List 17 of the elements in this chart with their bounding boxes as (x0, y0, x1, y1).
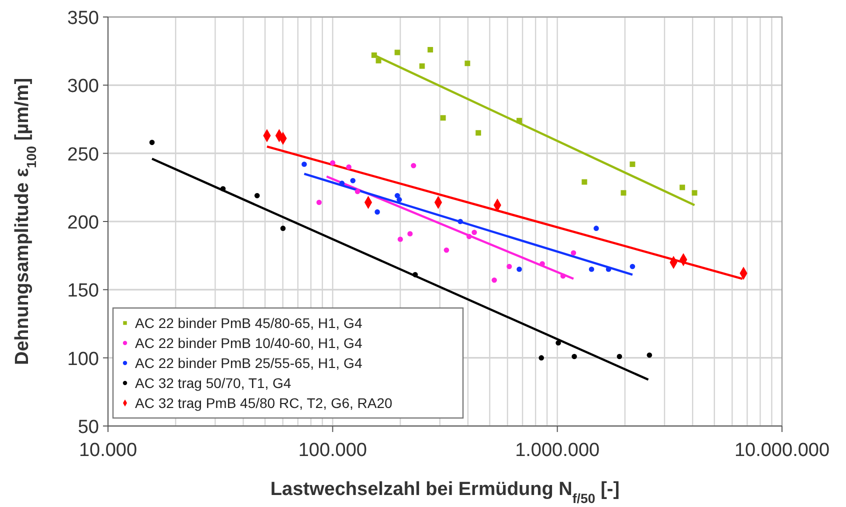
y-tick-label: 50 (78, 417, 99, 438)
x-tick-label: 100.000 (298, 440, 368, 461)
legend-label: AC 22 binder PmB 45/80-65, H1, G4 (135, 315, 362, 331)
x-axis-title: Lastwechselzahl bei Ermüdung N$_{f/50}$ [-] (270, 479, 620, 506)
y-tick-label: 150 (67, 280, 99, 302)
legend-label: AC 32 trag 50/70, T1, G4 (135, 375, 292, 391)
y-tick-label: 200 (67, 212, 99, 234)
y-tick-label: 100 (67, 348, 99, 370)
x-tick-label: 10.000 (78, 440, 138, 461)
legend-label: AC 22 binder PmB 10/40-60, H1, G4 (135, 335, 362, 351)
legend-label: AC 32 trag PmB 45/80 RC, T2, G6, RA20 (135, 395, 393, 411)
x-tick-label: 1.000.000 (515, 440, 600, 461)
x-tick-label: 10.000.000 (734, 440, 830, 461)
y-tick-label: 250 (67, 144, 99, 166)
legend-label: AC 22 binder PmB 25/55-65, H1, G4 (135, 355, 362, 371)
y-tick-label: 350 (67, 8, 99, 29)
y-tick-label: 300 (67, 76, 99, 98)
